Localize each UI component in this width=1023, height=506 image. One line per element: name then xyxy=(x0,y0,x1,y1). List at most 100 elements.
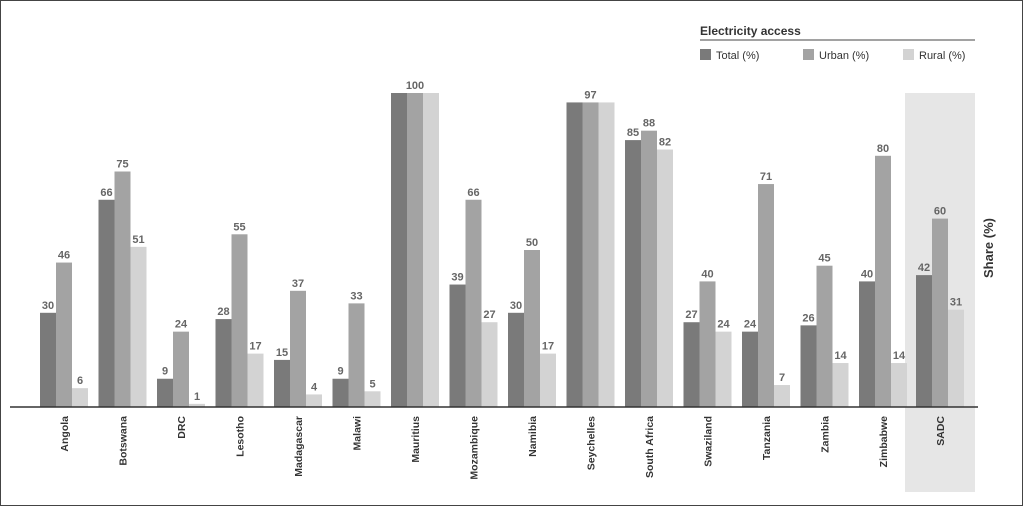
value-label-tanzania-rural: 7 xyxy=(779,372,785,384)
value-label-south-africa-total: 85 xyxy=(627,127,639,139)
value-label-tanzania-urban: 71 xyxy=(760,171,772,183)
legend-title: Electricity access xyxy=(700,24,801,38)
bar-mozambique-total xyxy=(449,284,466,407)
value-label-swaziland-urban: 40 xyxy=(701,268,713,280)
bar-madagascar-urban xyxy=(290,290,306,407)
value-label-malawi-rural: 5 xyxy=(369,378,375,390)
value-label-mozambique-rural: 27 xyxy=(483,309,495,321)
legend: Electricity access Total (%) Urban (%) Rur… xyxy=(700,24,975,62)
bar-tanzania-rural xyxy=(774,385,790,407)
category-label-angola: Angola xyxy=(59,416,71,452)
bar-south-africa-urban xyxy=(641,130,657,407)
category-label-tanzania: Tanzania xyxy=(761,416,773,460)
bar-zambia-urban xyxy=(816,265,833,407)
bar-botswana-urban xyxy=(114,171,131,407)
value-label-mauritius-urban: 100 xyxy=(406,80,424,92)
legend-label-total: Total (%) xyxy=(716,50,759,62)
category-label-swaziland: Swaziland xyxy=(703,416,715,467)
bar-drc-urban xyxy=(173,331,189,407)
value-label-malawi-urban: 33 xyxy=(350,290,362,302)
bar-seychelles-urban xyxy=(582,102,599,408)
legend-swatch-urban xyxy=(803,49,814,60)
bar-swaziland-rural xyxy=(715,331,732,407)
value-label-zambia-rural: 14 xyxy=(834,350,847,362)
category-label-botswana: Botswana xyxy=(118,416,130,466)
bar-drc-rural xyxy=(189,403,205,407)
bar-namibia-rural xyxy=(540,353,556,407)
category-label-sadc: SADC xyxy=(935,416,947,446)
bar-sadc-rural xyxy=(948,309,964,407)
value-label-south-africa-rural: 82 xyxy=(659,137,671,149)
category-label-zimbabwe: Zimbabwe xyxy=(878,416,890,468)
value-label-lesotho-total: 28 xyxy=(217,306,229,318)
bar-madagascar-rural xyxy=(306,394,322,407)
bar-angola-rural xyxy=(72,388,88,407)
bar-swaziland-total xyxy=(683,322,700,407)
bar-angola-urban xyxy=(56,262,72,407)
category-label-zambia: Zambia xyxy=(820,416,832,453)
value-label-sadc-total: 42 xyxy=(918,262,930,274)
value-label-botswana-urban: 75 xyxy=(116,159,128,171)
value-labels-layer: 3046666755192412855171537493351003966273… xyxy=(42,80,962,403)
legend-label-rural: Rural (%) xyxy=(919,50,965,62)
value-label-sadc-rural: 31 xyxy=(950,297,962,309)
value-label-namibia-total: 30 xyxy=(510,300,522,312)
value-label-drc-rural: 1 xyxy=(194,391,200,403)
bar-mauritius-urban xyxy=(407,93,423,407)
bar-swaziland-urban xyxy=(699,281,716,407)
bar-botswana-total xyxy=(98,199,115,407)
bar-mauritius-total xyxy=(391,93,407,407)
category-label-madagascar: Madagascar xyxy=(293,416,305,477)
bar-sadc-total xyxy=(916,275,932,407)
value-label-madagascar-urban: 37 xyxy=(292,278,304,290)
category-label-lesotho: Lesotho xyxy=(235,416,247,457)
value-label-angola-total: 30 xyxy=(42,300,54,312)
y-axis-title: Share (%) xyxy=(981,218,996,278)
value-label-drc-total: 9 xyxy=(162,366,168,378)
category-label-south-africa: South Africa xyxy=(644,416,656,478)
category-label-seychelles: Seychelles xyxy=(586,416,598,470)
bar-botswana-rural xyxy=(130,246,147,407)
bar-angola-total xyxy=(40,312,56,407)
category-label-mozambique: Mozambique xyxy=(469,416,481,480)
bar-south-africa-rural xyxy=(657,149,673,407)
bar-lesotho-urban xyxy=(231,234,248,407)
value-label-zimbabwe-rural: 14 xyxy=(893,350,906,362)
bar-zimbabwe-urban xyxy=(875,155,891,407)
bar-malawi-urban xyxy=(348,303,365,407)
bar-namibia-urban xyxy=(524,250,540,407)
category-label-malawi: Malawi xyxy=(352,416,364,451)
category-label-mauritius: Mauritius xyxy=(410,416,422,463)
bar-zimbabwe-total xyxy=(859,281,875,407)
value-label-lesotho-urban: 55 xyxy=(233,221,245,233)
value-label-angola-urban: 46 xyxy=(58,250,70,262)
bar-drc-total xyxy=(157,378,173,407)
bar-south-africa-total xyxy=(625,140,641,407)
value-label-swaziland-total: 27 xyxy=(685,309,697,321)
bar-mozambique-urban xyxy=(465,199,482,407)
value-label-madagascar-rural: 4 xyxy=(311,381,318,393)
value-label-botswana-total: 66 xyxy=(100,187,112,199)
bar-seychelles-rural xyxy=(598,102,615,408)
legend-label-urban: Urban (%) xyxy=(819,50,869,62)
value-label-lesotho-rural: 17 xyxy=(249,341,261,353)
category-labels-layer: Angola Botswana DRC Lesotho Madagascar Malawi… xyxy=(59,416,947,480)
value-label-zimbabwe-total: 40 xyxy=(861,268,873,280)
bar-namibia-total xyxy=(508,312,524,407)
value-label-angola-rural: 6 xyxy=(77,375,83,387)
value-label-zimbabwe-urban: 80 xyxy=(877,143,889,155)
value-label-namibia-rural: 17 xyxy=(542,341,554,353)
legend-swatch-total xyxy=(700,49,711,60)
bar-malawi-total xyxy=(332,378,349,407)
value-label-namibia-urban: 50 xyxy=(526,237,538,249)
bar-madagascar-total xyxy=(274,359,290,407)
legend-swatch-rural xyxy=(903,49,914,60)
value-label-sadc-urban: 60 xyxy=(934,206,946,218)
bar-lesotho-rural xyxy=(247,353,264,407)
legend-items: Total (%) Urban (%) Rural (%) xyxy=(700,49,965,62)
bar-mauritius-rural xyxy=(423,93,439,407)
category-label-namibia: Namibia xyxy=(527,416,539,457)
